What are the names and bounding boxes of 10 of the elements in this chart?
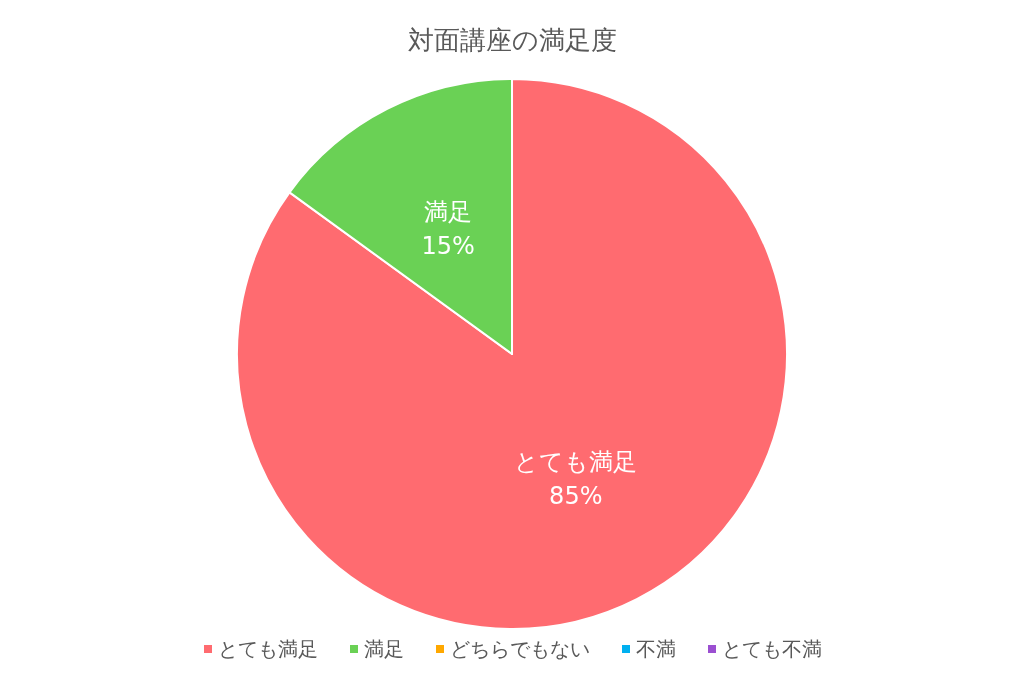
slice-label: とても満足	[514, 448, 638, 477]
data-label: 15%	[421, 231, 475, 260]
legend-label: とても不満	[722, 637, 822, 661]
chart-title: 対面講座の満足度	[407, 25, 617, 55]
legend-label: 満足	[364, 637, 404, 661]
legend-label: どちらでもない	[450, 637, 590, 661]
slice-label: 満足	[424, 197, 473, 226]
legend-label: 不満	[636, 637, 676, 661]
legend-label: とても満足	[218, 637, 318, 661]
data-label: 85%	[549, 482, 603, 511]
